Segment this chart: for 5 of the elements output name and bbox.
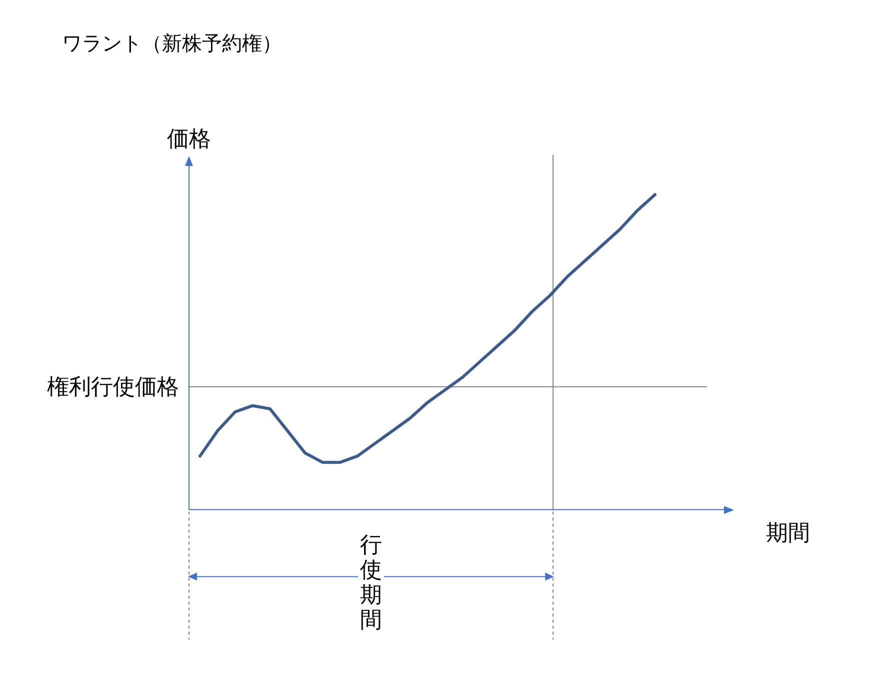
x-axis-title: 期間	[766, 520, 810, 548]
y-axis-title: 価格	[167, 126, 211, 154]
chart-title: ワラント（新株予約権）	[62, 30, 282, 57]
text: 行使期間	[358, 530, 384, 637]
ref-line-label: 権利行使価格	[47, 374, 179, 402]
